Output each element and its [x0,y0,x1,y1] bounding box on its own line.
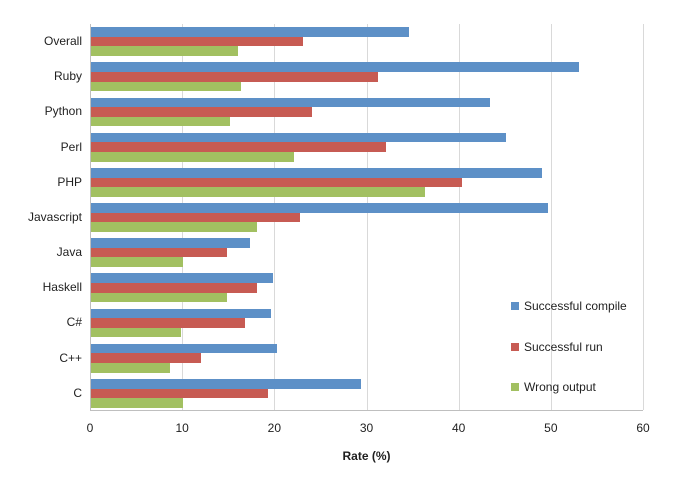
legend-item-wrong-output: Wrong output [511,380,596,394]
category-band-C# [91,305,643,340]
x-axis-title: Rate (%) [342,449,391,463]
legend-swatch-icon [511,343,519,351]
bar-C-successful-run [91,388,268,399]
category-label-Python: Python [44,104,82,119]
bar-Perl-successful-compile [91,132,506,143]
category-label-PHP: PHP [57,174,82,189]
bar-Haskell-successful-compile [91,273,274,284]
plot-area [90,24,644,411]
bar-Haskell-wrong-output [91,292,228,303]
bar-C#-wrong-output [91,327,182,338]
x-tick-label-20: 20 [267,421,282,435]
category-label-Java: Java [56,245,82,260]
bar-Ruby-successful-run [91,71,378,82]
bar-Haskell-successful-run [91,283,257,293]
gridline-x-50 [550,24,552,410]
bar-Java-wrong-output [91,257,184,268]
legend-item-successful-compile: Successful compile [511,299,627,313]
category-band-C [91,376,643,411]
bar-Java-successful-compile [91,238,251,248]
x-tick-label-60: 60 [636,421,650,435]
category-band-Perl [91,130,643,165]
category-label-Ruby: Ruby [53,69,82,84]
x-tick-label-10: 10 [175,421,189,435]
category-label-Javascript: Javascript [27,209,82,224]
category-label-Overall: Overall [43,34,82,48]
bar-C#-successful-run [91,318,245,328]
category-band-Haskell [91,270,643,305]
category-label-Perl: Perl [60,139,82,154]
legend-swatch-icon [511,302,519,310]
x-axis-tick-labels: 0 10 20 30 40 50 60 [0,421,700,437]
bar-PHP-wrong-output [91,187,425,197]
bar-C-successful-compile [91,379,362,389]
legend-label: Wrong output [524,380,596,394]
category-band-Javascript [91,200,643,235]
category-band-C++ [91,341,643,376]
gridline-x-40 [458,24,460,410]
category-label-C++: C++ [59,350,82,365]
category-axis-labels: Overall Ruby Python Perl PHP Javascript Java Ha… [0,24,82,411]
bar-Overall-wrong-output [91,46,239,56]
gridline-x-60 [643,24,644,410]
x-tick-label-0: 0 [86,421,94,435]
category-band-Python [91,94,643,129]
bar-C++-successful-run [91,353,201,363]
bar-Ruby-wrong-output [91,81,242,92]
bar-Javascript-successful-compile [91,203,549,213]
bar-C++-wrong-output [91,363,171,373]
category-band-Ruby [91,59,643,94]
bar-C++-successful-compile [91,343,278,354]
category-label-Haskell: Haskell [42,280,82,295]
legend-item-successful-run: Successful run [511,340,603,354]
category-band-PHP [91,165,643,200]
legend-label: Successful run [524,340,603,354]
category-band-Overall [91,24,643,59]
bar-Java-successful-run [91,247,228,258]
bar-Overall-successful-compile [91,27,409,37]
bar-Ruby-successful-compile [91,62,580,72]
bar-Overall-successful-run [91,36,303,47]
x-tick-label-40: 40 [451,421,466,435]
x-tick-label-30: 30 [359,421,374,435]
bar-C#-successful-compile [91,308,271,319]
bar-Python-wrong-output [91,116,231,127]
bar-C-wrong-output [91,398,184,408]
bar-Perl-successful-run [91,142,386,152]
legend-swatch-icon [511,383,519,391]
bar-Javascript-successful-run [91,212,301,223]
bar-Perl-wrong-output [91,151,294,162]
category-label-C#: C# [66,315,82,330]
category-label-C: C [73,385,82,400]
bar-PHP-successful-run [91,177,463,188]
category-band-Java [91,235,643,270]
gridline-x-30 [366,24,368,410]
bar-Python-successful-compile [91,97,491,108]
bar-Python-successful-run [91,107,313,117]
bar-Javascript-wrong-output [91,222,257,232]
x-tick-label-50: 50 [544,421,558,435]
legend-label: Successful compile [524,299,627,313]
bar-PHP-successful-compile [91,167,542,178]
